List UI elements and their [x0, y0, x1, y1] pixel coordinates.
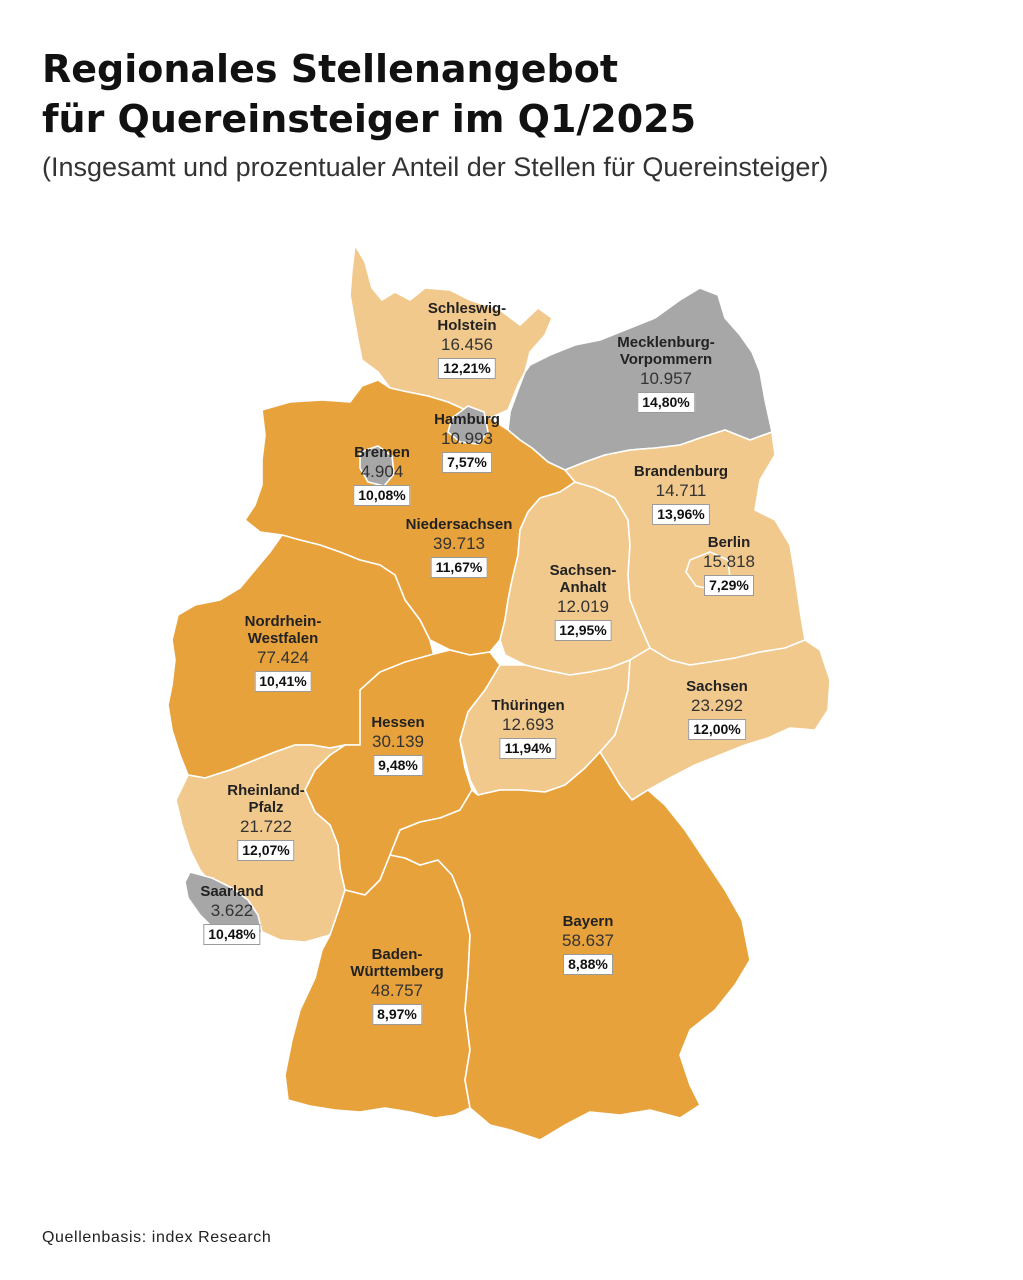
region-name: Nordrhein- Westfalen	[244, 613, 322, 647]
region-name: Thüringen	[491, 697, 565, 714]
region-percentage-badge: 10,41%	[254, 671, 312, 692]
region-name: Berlin	[707, 534, 751, 551]
region-percentage-badge: 10,48%	[203, 924, 261, 945]
region-name: Bremen	[354, 444, 410, 461]
region-percentage-badge: 12,95%	[554, 620, 612, 641]
region-percentage-badge: 9,48%	[373, 755, 423, 776]
region-shape-hamburg	[447, 405, 489, 445]
region-percentage-badge: 7,29%	[704, 575, 754, 596]
region-count: 30.139	[372, 732, 424, 751]
region-name: Mecklenburg- Vorpommern	[617, 334, 715, 368]
region-percentage-badge: 8,97%	[372, 1004, 422, 1025]
region-count: 21.722	[240, 817, 292, 836]
region-count: 12.019	[556, 597, 609, 616]
region-count: 58.637	[562, 931, 614, 950]
region-percentage-badge: 14,80%	[637, 392, 695, 413]
region-percentage-badge: 13,96%	[652, 504, 710, 525]
label-thueringen: Thüringen 12.693 11,94%	[491, 697, 565, 759]
region-shape-brandenburg	[564, 429, 806, 666]
label-saarland: Saarland 3.622 10,48%	[200, 883, 264, 945]
label-rheinland-pfalz: Rheinland- Pfalz 21.722 12,07%	[227, 782, 305, 861]
region-count: 77.424	[256, 648, 309, 667]
subtitle: (Insgesamt und prozentualer Anteil der S…	[42, 152, 829, 182]
region-count: 15.818	[703, 552, 755, 571]
region-count: 12.693	[501, 715, 554, 734]
region-count: 14.711	[655, 481, 707, 500]
region-name: Rheinland- Pfalz	[227, 782, 305, 816]
label-nordrhein-westfalen: Nordrhein- Westfalen 77.424 10,41%	[244, 613, 322, 692]
page-title: Regionales Stellenangebot für Quereinste…	[42, 44, 696, 144]
label-sachsen-anhalt: Sachsen- Anhalt 12.019 12,95%	[549, 562, 617, 641]
region-shape-bremen	[359, 445, 395, 487]
region-percentage-badge: 8,88%	[563, 954, 613, 975]
region-percentage-badge: 10,08%	[353, 485, 411, 506]
region-count: 48.757	[371, 981, 423, 1000]
region-name: Bayern	[562, 913, 614, 930]
region-count: 10.993	[441, 429, 493, 448]
region-name: Brandenburg	[633, 463, 729, 480]
region-name: Hessen	[371, 714, 425, 731]
region-name: Hamburg	[434, 411, 500, 428]
label-hessen: Hessen 30.139 9,48%	[371, 714, 425, 776]
label-schleswig-holstein: Schleswig- Holstein 16.456 12,21%	[428, 300, 506, 379]
label-bayern: Bayern 58.637 8,88%	[562, 913, 614, 975]
region-name: Schleswig- Holstein	[427, 300, 507, 334]
region-percentage-badge: 12,21%	[438, 358, 496, 379]
label-baden-wuerttemberg: Baden- Württemberg 48.757 8,97%	[350, 946, 444, 1025]
title-line-1: Regionales Stellenangebot	[42, 47, 619, 91]
region-name: Sachsen- Anhalt	[549, 562, 617, 596]
label-hamburg: Hamburg 10.993 7,57%	[434, 411, 500, 473]
label-mecklenburg-vorpommern: Mecklenburg- Vorpommern 10.957 14,80%	[617, 334, 715, 413]
region-count: 16.456	[440, 335, 493, 354]
region-count: 10.957	[639, 369, 692, 388]
region-percentage-badge: 7,57%	[442, 452, 492, 473]
label-berlin: Berlin 15.818 7,29%	[703, 534, 755, 596]
region-percentage-badge: 11,94%	[499, 738, 557, 759]
label-brandenburg: Brandenburg 14.711 13,96%	[634, 463, 728, 525]
region-name: Niedersachsen	[405, 516, 513, 533]
region-percentage-badge: 12,07%	[237, 840, 295, 861]
region-count: 4.904	[360, 462, 404, 481]
title-line-2: für Quereinsteiger im Q1/2025	[42, 97, 697, 141]
label-niedersachsen: Niedersachsen 39.713 11,67%	[405, 516, 513, 578]
region-shape-bayern	[389, 751, 751, 1141]
region-name: Baden- Württemberg	[350, 946, 444, 980]
region-name: Saarland	[200, 883, 264, 900]
source-note: Quellenbasis: index Research	[42, 1229, 272, 1246]
label-sachsen: Sachsen 23.292 12,00%	[686, 678, 748, 740]
region-name: Sachsen	[686, 678, 748, 695]
region-count: 23.292	[690, 696, 743, 715]
region-percentage-badge: 12,00%	[688, 719, 746, 740]
region-percentage-badge: 11,67%	[430, 557, 488, 578]
region-count: 39.713	[432, 534, 485, 553]
region-count: 3.622	[210, 901, 254, 920]
label-bremen: Bremen 4.904 10,08%	[353, 444, 411, 506]
